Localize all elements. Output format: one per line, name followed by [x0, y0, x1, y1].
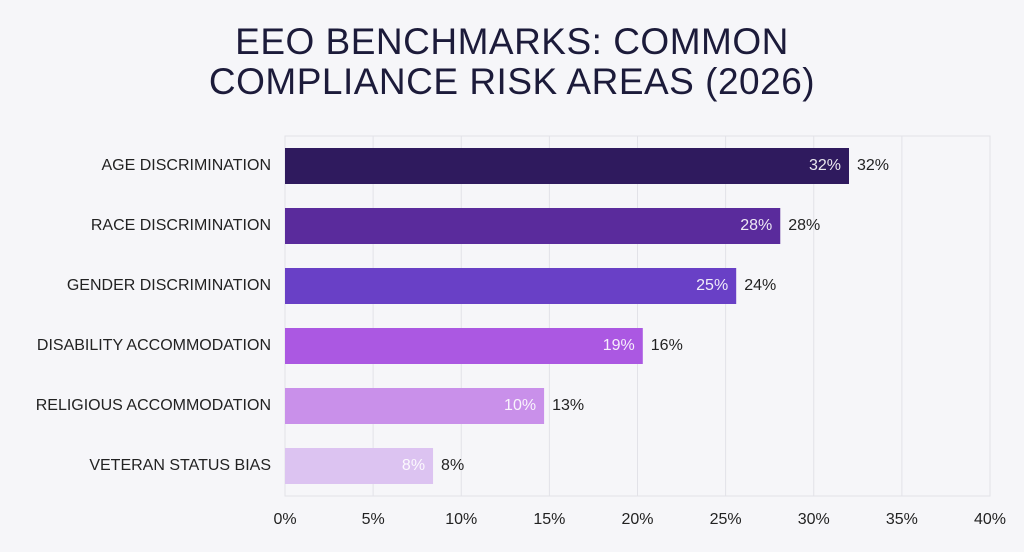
- chart-title: EEO BENCHMARKS: COMMON COMPLIANCE RISK A…: [208, 21, 816, 102]
- y-tick-label: GENDER DISCRIMINATION: [67, 277, 271, 294]
- y-tick-label: DISABILITY ACCOMMODATION: [37, 337, 271, 354]
- x-tick-label: 40%: [974, 511, 1006, 528]
- x-tick-label: 30%: [798, 511, 830, 528]
- y-tick-label: RACE DISCRIMINATION: [91, 217, 271, 234]
- bar: [285, 388, 545, 424]
- x-tick-label: 35%: [886, 511, 918, 528]
- bar: [285, 328, 643, 364]
- outside-label: 13%: [552, 397, 584, 414]
- inside-label: 25%: [696, 277, 728, 294]
- x-tick-label: 5%: [362, 511, 385, 528]
- bar: [285, 148, 849, 184]
- inside-label: 8%: [402, 457, 425, 474]
- bar: [285, 448, 434, 484]
- bar: [285, 208, 781, 244]
- inside-label: 28%: [740, 217, 772, 234]
- inside-label: 32%: [809, 157, 841, 174]
- x-tick-label: 0%: [273, 511, 296, 528]
- outside-label: 32%: [857, 157, 889, 174]
- x-tick-label: 10%: [445, 511, 477, 528]
- x-tick-label: 25%: [710, 511, 742, 528]
- inside-label: 10%: [504, 397, 536, 414]
- x-tick-label: 15%: [533, 511, 565, 528]
- y-tick-label: VETERAN STATUS BIAS: [89, 457, 271, 474]
- y-tick-label: AGE DISCRIMINATION: [102, 157, 272, 174]
- inside-label: 19%: [603, 337, 635, 354]
- outside-label: 8%: [441, 457, 464, 474]
- outside-label: 28%: [788, 217, 820, 234]
- bar: [285, 268, 737, 304]
- y-tick-label: RELIGIOUS ACCOMMODATION: [36, 397, 271, 414]
- outside-label: 16%: [651, 337, 683, 354]
- outside-label: 24%: [744, 277, 776, 294]
- x-tick-label: 20%: [621, 511, 653, 528]
